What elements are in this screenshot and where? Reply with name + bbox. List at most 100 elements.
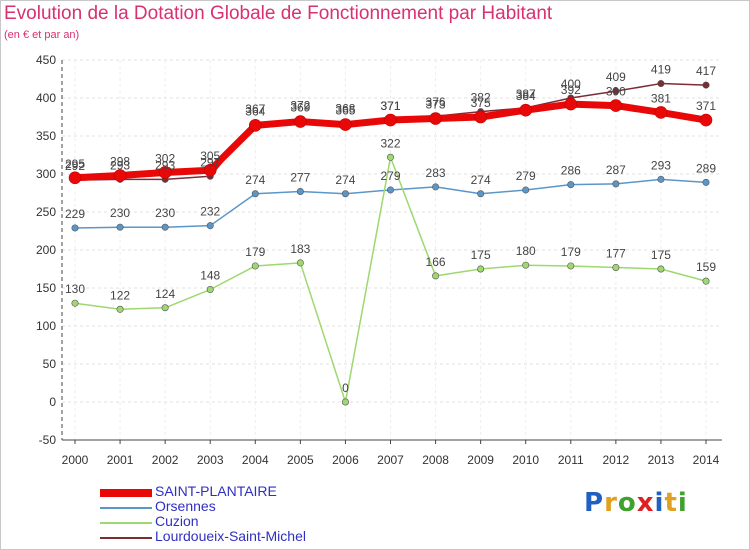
- data-point-saint-plantaire: [384, 113, 397, 127]
- data-point-cuzion: [477, 265, 485, 273]
- x-tick-label: 2001: [107, 453, 134, 467]
- data-label-cuzion: 322: [380, 136, 400, 150]
- x-tick-label: 2010: [512, 453, 539, 467]
- data-point-orsennes: [116, 223, 124, 231]
- data-point-orsennes: [612, 180, 620, 188]
- data-label-orsennes: 277: [290, 170, 310, 184]
- data-label-saint-plantaire: 295: [65, 157, 85, 171]
- y-tick-label: -50: [39, 433, 57, 447]
- x-tick-label: 2007: [377, 453, 404, 467]
- data-point-orsennes: [161, 223, 169, 231]
- y-tick-label: 150: [36, 281, 56, 295]
- x-tick-label: 2012: [603, 453, 630, 467]
- data-point-orsennes: [702, 178, 710, 186]
- data-point-saint-plantaire: [339, 118, 352, 131]
- y-tick-label: 450: [36, 53, 56, 67]
- x-tick-label: 2002: [152, 453, 179, 467]
- data-point-saint-plantaire: [699, 113, 713, 127]
- data-point-saint-plantaire: [203, 163, 217, 177]
- data-label-orsennes: 293: [651, 158, 671, 172]
- data-label-cuzion: 179: [245, 245, 265, 259]
- data-point-saint-plantaire: [654, 106, 668, 119]
- data-point-lourdoueix-saint-michel: [702, 81, 710, 89]
- y-tick-label: 300: [36, 167, 56, 181]
- data-label-saint-plantaire: 371: [696, 99, 716, 113]
- data-label-cuzion: 0: [342, 381, 349, 395]
- data-label-orsennes: 274: [245, 173, 265, 187]
- data-point-orsennes: [206, 222, 214, 230]
- data-label-orsennes: 230: [155, 206, 175, 220]
- data-label-lourdoueix-saint-michel: 293: [110, 158, 130, 172]
- data-label-orsennes: 279: [516, 169, 536, 183]
- legend-label: SAINT-PLANTAIRE: [155, 483, 277, 499]
- data-point-saint-plantaire: [158, 166, 172, 179]
- data-point-cuzion: [612, 263, 620, 271]
- data-label-cuzion: 124: [155, 287, 175, 301]
- x-tick-label: 2003: [197, 453, 224, 467]
- logo-letter: t: [664, 488, 678, 518]
- axes: -50 0 50 100 150 200 250 300 350 400 450 2000 2001 20…: [36, 53, 722, 467]
- data-point-cuzion: [386, 153, 394, 161]
- data-point-saint-plantaire: [564, 97, 578, 111]
- data-label-orsennes: 229: [65, 207, 85, 221]
- series-lines: [68, 80, 713, 406]
- x-tick-label: 2004: [242, 453, 269, 467]
- data-point-cuzion: [702, 277, 710, 285]
- y-tick-label: 100: [36, 319, 56, 333]
- data-point-orsennes: [657, 175, 665, 183]
- x-tick-label: 2013: [648, 453, 675, 467]
- data-point-saint-plantaire: [609, 99, 623, 112]
- data-label-saint-plantaire: 302: [155, 151, 175, 165]
- data-point-saint-plantaire: [474, 110, 487, 124]
- logo-letter: i: [677, 488, 688, 518]
- proxiti-logo: Proxiti: [584, 488, 688, 518]
- data-label-orsennes: 274: [471, 173, 491, 187]
- data-point-cuzion: [657, 265, 665, 273]
- chart-title: Evolution de la Dotation Globale de Fonc…: [4, 3, 553, 24]
- data-point-orsennes: [386, 186, 394, 194]
- y-tick-label: 250: [36, 205, 56, 219]
- data-point-saint-plantaire: [519, 103, 533, 117]
- x-tick-label: 2000: [62, 453, 89, 467]
- data-label-cuzion: 175: [471, 248, 491, 262]
- x-tick-label: 2011: [558, 453, 584, 467]
- data-label-orsennes: 286: [561, 164, 581, 178]
- legend-label: Lourdoueix-Saint-Michel: [155, 528, 306, 544]
- data-point-orsennes: [477, 190, 485, 198]
- data-point-orsennes: [71, 224, 79, 232]
- data-point-cuzion: [116, 305, 124, 313]
- data-label-saint-plantaire: 390: [606, 85, 626, 99]
- data-point-cuzion: [161, 304, 169, 312]
- data-point-cuzion: [251, 262, 259, 270]
- data-point-orsennes: [522, 186, 530, 194]
- x-tick-label: 2014: [693, 453, 720, 467]
- data-label-lourdoueix-saint-michel: 368: [335, 101, 355, 115]
- legend-label: Orsennes: [155, 498, 216, 514]
- data-label-orsennes: 287: [606, 163, 626, 177]
- data-point-saint-plantaire: [294, 115, 307, 128]
- data-point-cuzion: [71, 299, 79, 307]
- x-tick-label: 2005: [287, 453, 314, 467]
- legend-swatch: [100, 522, 152, 524]
- data-point-cuzion: [522, 261, 530, 269]
- data-point-orsennes: [432, 183, 440, 191]
- data-label-lourdoueix-saint-michel: 293: [155, 158, 175, 172]
- data-label-lourdoueix-saint-michel: 371: [380, 99, 400, 113]
- y-tick-label: 0: [49, 395, 56, 409]
- data-point-lourdoueix-saint-michel: [612, 87, 620, 95]
- data-label-saint-plantaire: 373: [426, 98, 446, 112]
- legend-swatch: [100, 507, 152, 509]
- data-label-orsennes: 279: [380, 169, 400, 183]
- x-tick-label: 2006: [332, 453, 359, 467]
- data-point-cuzion: [432, 272, 440, 280]
- data-label-orsennes: 230: [110, 206, 130, 220]
- data-label-saint-plantaire: 305: [200, 149, 220, 163]
- data-point-cuzion: [567, 262, 575, 270]
- data-point-orsennes: [567, 181, 575, 189]
- data-point-saint-plantaire: [429, 112, 442, 125]
- chart-subtitle: (en € et par an): [4, 29, 80, 41]
- y-tick-label: 400: [36, 91, 56, 105]
- data-label-orsennes: 289: [696, 161, 716, 175]
- data-point-orsennes: [296, 187, 304, 195]
- data-label-lourdoueix-saint-michel: 376: [426, 95, 446, 109]
